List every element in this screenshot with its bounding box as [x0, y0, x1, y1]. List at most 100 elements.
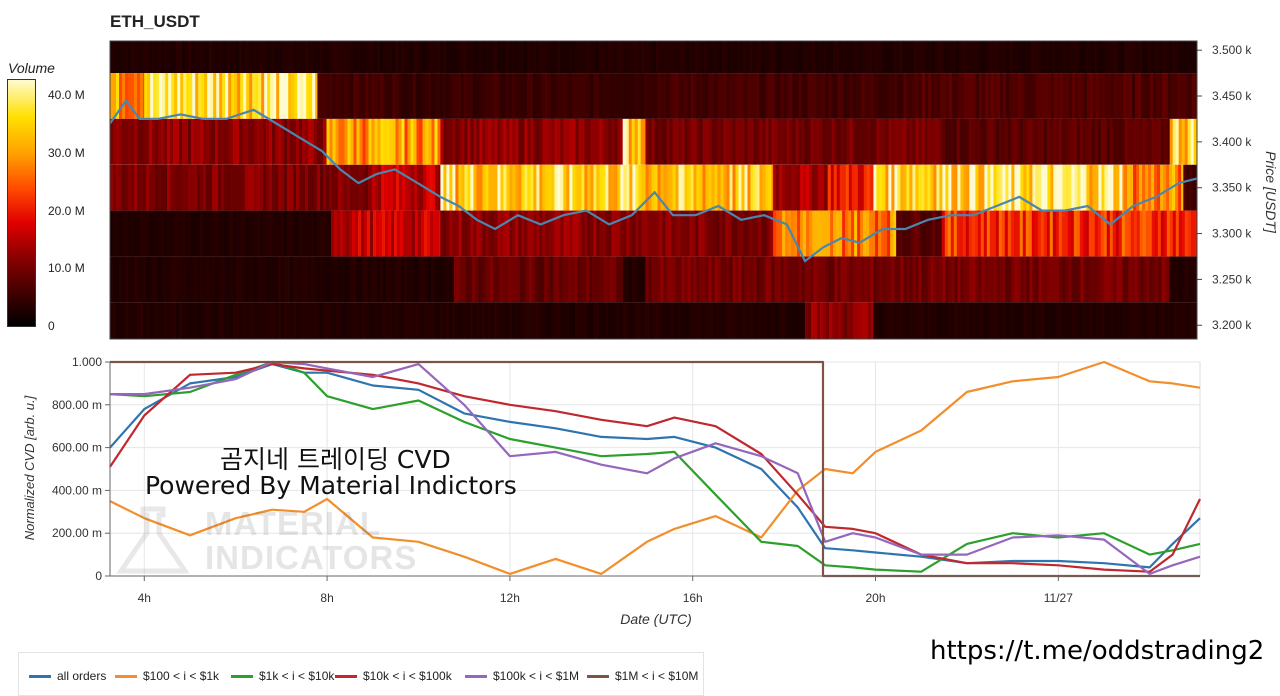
heatmap-cell	[521, 302, 525, 339]
heatmap-cell	[758, 210, 762, 257]
heatmap-cell	[770, 210, 774, 257]
heatmap-cell	[782, 210, 786, 257]
heatmap-cell	[822, 73, 826, 119]
heatmap-cell	[794, 302, 798, 339]
heatmap-cell	[617, 41, 621, 74]
legend-item[interactable]: $100k < i < $1M	[465, 669, 579, 683]
heatmap-cell	[644, 210, 648, 257]
heatmap-cell	[494, 164, 498, 211]
cvd-x-axis-label: Date (UTC)	[620, 611, 692, 627]
heatmap-cell	[930, 164, 934, 211]
heatmap-cell	[116, 164, 120, 211]
heatmap-cell	[457, 73, 462, 119]
heatmap-cell	[725, 302, 729, 339]
heatmap-cell	[493, 256, 497, 303]
heatmap-cell	[285, 73, 289, 119]
heatmap-cell	[1058, 118, 1063, 165]
heatmap-cell	[933, 118, 937, 165]
heatmap-cell	[254, 256, 258, 303]
legend-item[interactable]: $1k < i < $10k	[231, 669, 334, 683]
heatmap-cell	[821, 210, 825, 257]
heatmap-cell	[1190, 118, 1195, 165]
legend-item[interactable]: all orders	[29, 669, 106, 683]
heatmap-cell	[284, 256, 288, 303]
heatmap-cell	[1127, 41, 1131, 74]
heatmap-cell	[899, 210, 903, 257]
heatmap-cell	[949, 73, 953, 119]
heatmap-cell	[841, 302, 845, 339]
heatmap-cell	[122, 41, 126, 74]
heatmap-cell	[221, 164, 225, 211]
heatmap-cell	[948, 256, 952, 303]
legend-item[interactable]: $1M < i < $10M	[587, 669, 698, 683]
heatmap-cell	[665, 302, 669, 339]
heatmap-cell	[669, 256, 673, 303]
heatmap-cell	[596, 164, 600, 211]
heatmap-cell	[248, 41, 252, 74]
heatmap-cell	[666, 73, 670, 119]
heatmap-cell	[1194, 302, 1198, 339]
cvd-legend: all orders $100 < i < $1k $1k < i < $10k $1…	[18, 652, 704, 696]
heatmap-cell	[1053, 256, 1057, 303]
heatmap-cell	[443, 302, 447, 339]
heatmap-cell	[514, 73, 519, 119]
heatmap-cell	[200, 118, 204, 165]
heatmap-cell	[233, 256, 237, 303]
heatmap-cell	[972, 164, 976, 211]
heatmap-cell	[981, 302, 985, 339]
heatmap-cell	[410, 118, 414, 165]
heatmap-cell	[839, 164, 844, 211]
heatmap-cell	[254, 41, 258, 74]
heatmap-cell	[1008, 256, 1012, 303]
heatmap-cell	[401, 256, 405, 303]
heatmap-cell	[991, 73, 995, 119]
heatmap-cell	[675, 164, 679, 211]
heatmap-cell	[466, 73, 471, 119]
heatmap-cell	[863, 41, 867, 74]
heatmap-cell	[263, 41, 267, 74]
heatmap-cell	[1134, 256, 1138, 303]
heatmap-cell	[828, 118, 832, 165]
legend-item[interactable]: $100 < i < $1k	[115, 669, 219, 683]
heatmap-cell	[452, 302, 456, 339]
heatmap-cell	[752, 302, 756, 339]
heatmap-cell	[1026, 256, 1030, 303]
heatmap-cell	[764, 41, 768, 74]
heatmap-cell	[954, 256, 958, 303]
heatmap-cell	[1106, 210, 1111, 257]
heatmap-cell	[146, 302, 150, 339]
heatmap-cell	[326, 302, 330, 339]
price-volume-heatmap[interactable]: 3.500 k3.450 k3.400 k3.350 k3.300 k3.250…	[0, 0, 1280, 350]
heatmap-cell	[299, 41, 303, 74]
heatmap-cell	[560, 41, 564, 74]
heatmap-cell	[734, 41, 738, 74]
heatmap-cell	[1144, 73, 1148, 119]
legend-item[interactable]: $10k < i < $100k	[335, 669, 452, 683]
heatmap-cell	[113, 256, 117, 303]
heatmap-cell	[846, 256, 850, 303]
heatmap-cell	[941, 41, 945, 74]
heatmap-cell	[176, 210, 180, 257]
heatmap-cell	[455, 210, 459, 257]
heatmap-cell	[669, 164, 673, 211]
heatmap-cell	[182, 164, 186, 211]
cvd-series-line	[109, 363, 1201, 573]
heatmap-cell	[458, 164, 462, 211]
heatmap-cell	[741, 164, 745, 211]
heatmap-cell	[831, 256, 835, 303]
heatmap-cell	[860, 41, 864, 74]
heatmap-cell	[729, 73, 733, 119]
telegram-link[interactable]: https://t.me/oddstrading2	[930, 636, 1265, 666]
heatmap-cell	[155, 118, 159, 165]
heatmap-cell	[725, 41, 729, 74]
heatmap-cell	[1014, 302, 1018, 339]
heatmap-cell	[548, 302, 552, 339]
heatmap-cell	[194, 118, 198, 165]
heatmap-cell	[379, 210, 383, 257]
cvd-y-tick-label: 0	[95, 569, 102, 583]
heatmap-cell	[1086, 302, 1090, 339]
heatmap-cell	[278, 256, 282, 303]
heatmap-cell	[340, 210, 344, 257]
heatmap-cell	[1178, 118, 1183, 165]
